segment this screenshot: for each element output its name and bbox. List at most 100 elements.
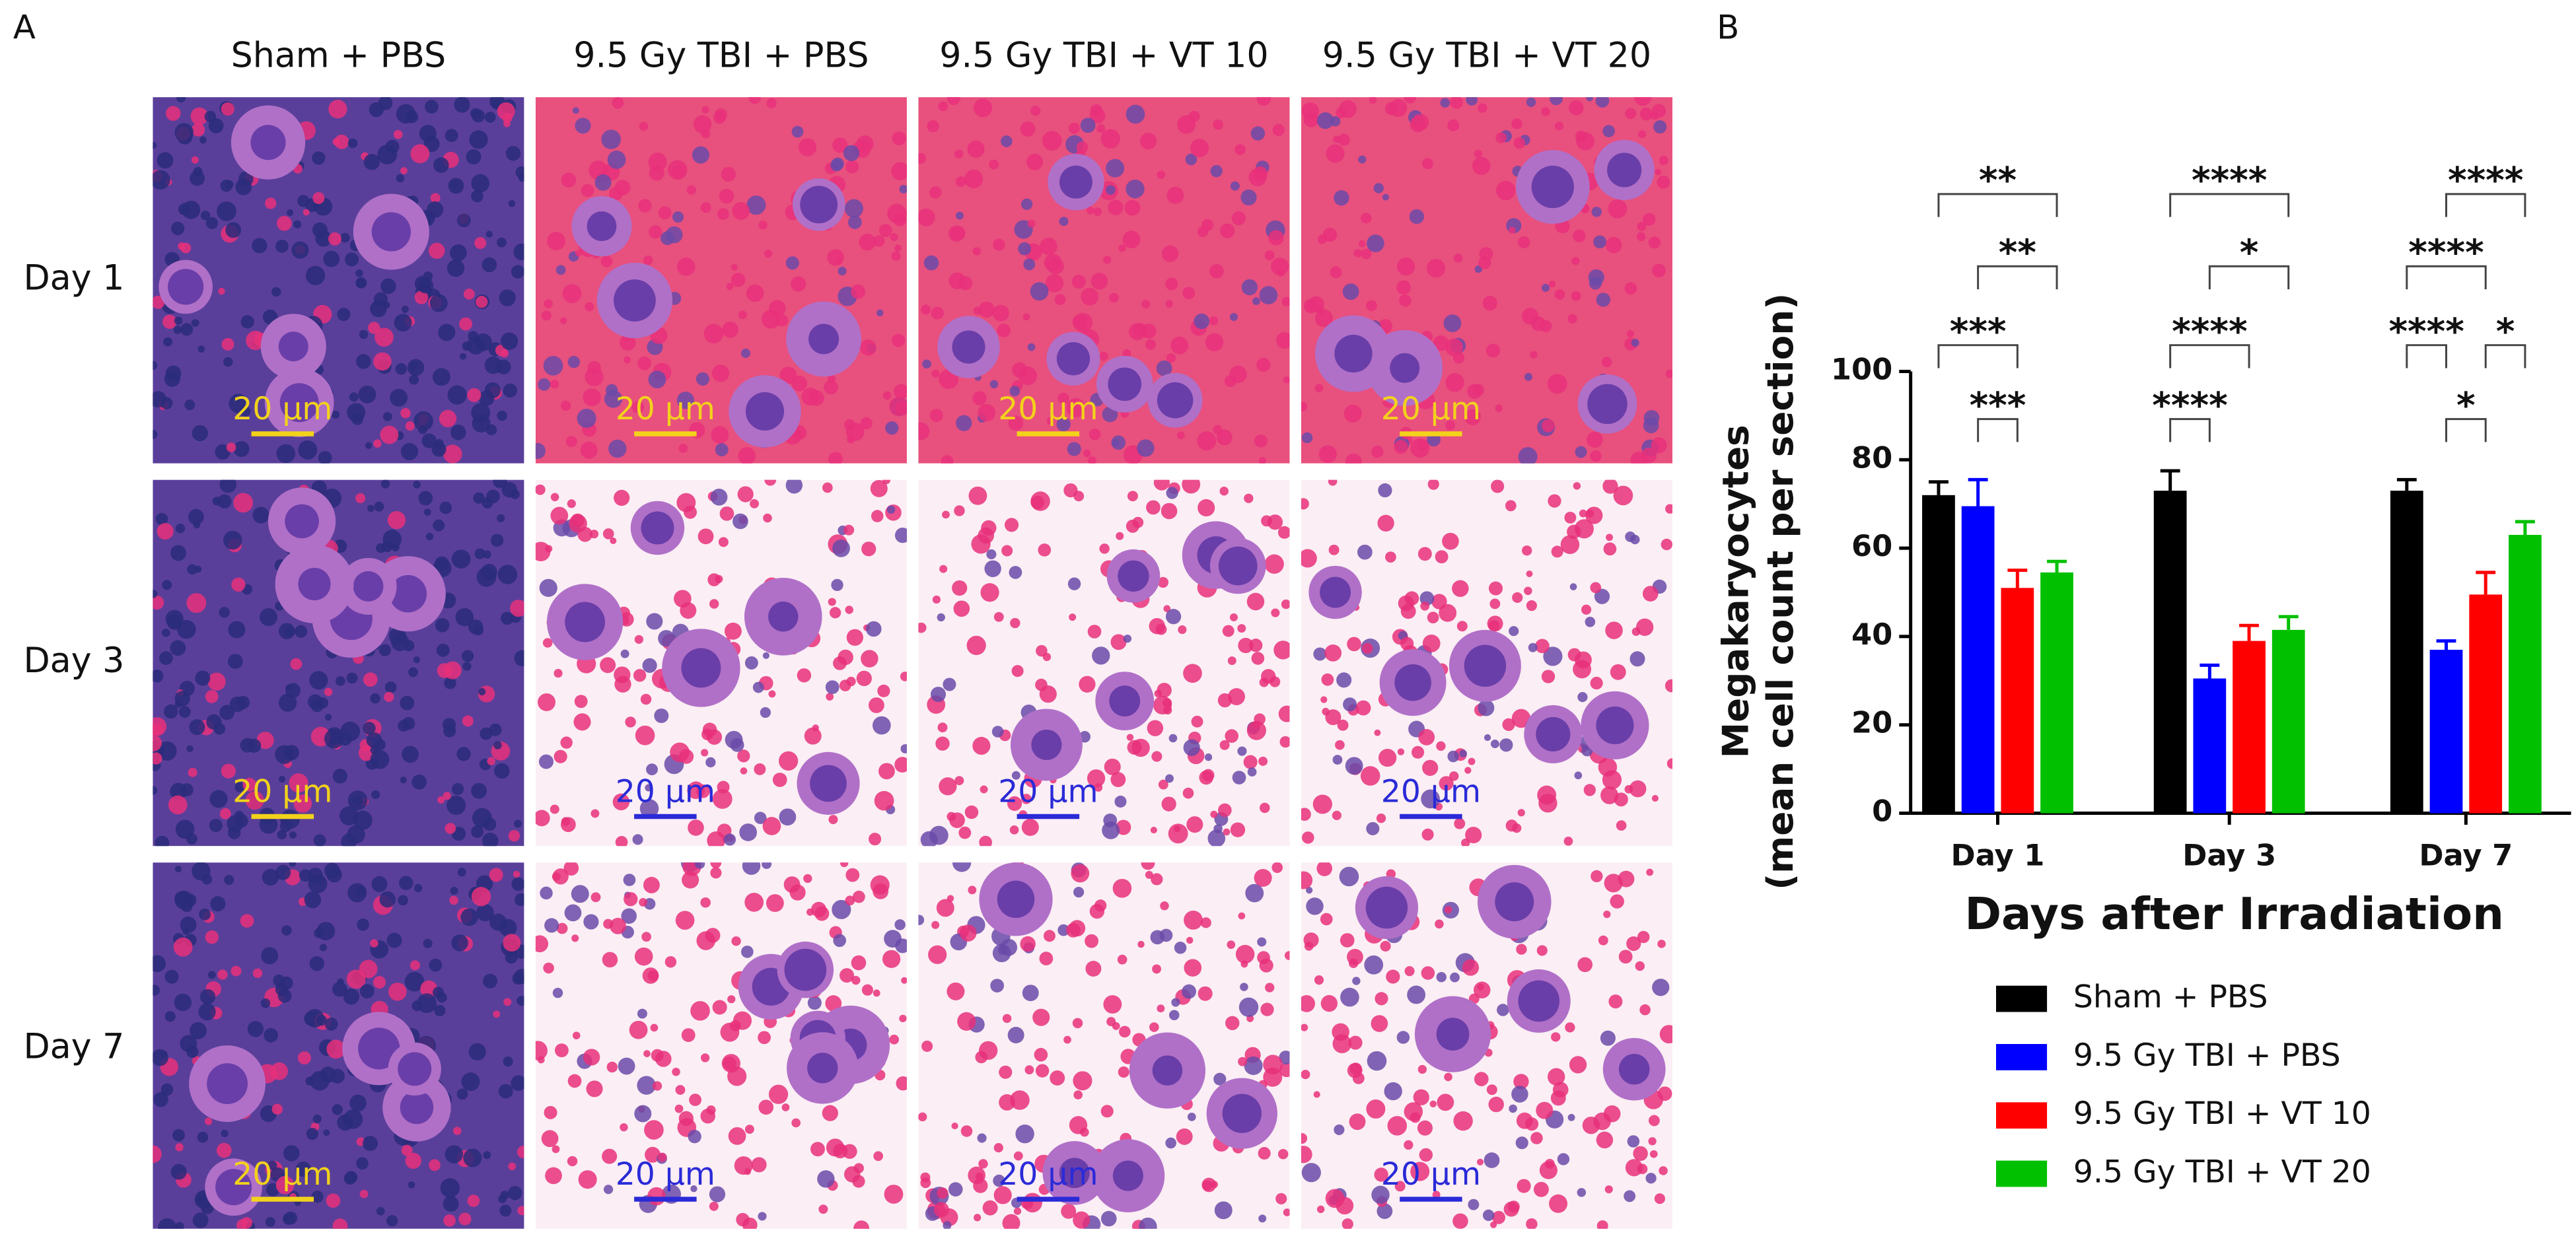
cell [388, 627, 407, 645]
cell [1524, 586, 1532, 596]
cell [1478, 256, 1491, 269]
cell [978, 1159, 988, 1169]
cell [400, 695, 415, 711]
cell [478, 687, 486, 696]
cell [1601, 357, 1612, 368]
cell [1361, 248, 1372, 260]
cell [501, 611, 514, 625]
cell [1205, 333, 1224, 352]
cell [1271, 258, 1289, 276]
cell [1056, 417, 1071, 432]
cell [1116, 532, 1124, 540]
cell [400, 777, 407, 784]
cell [1304, 942, 1314, 951]
cell [499, 1204, 512, 1217]
cell [1426, 259, 1446, 278]
cell [175, 524, 186, 534]
cell [1367, 1051, 1387, 1071]
cell [1073, 1211, 1091, 1229]
cell [947, 97, 960, 105]
cell [1087, 456, 1097, 464]
error-bar [2278, 615, 2299, 630]
cell [1013, 1207, 1022, 1215]
cell [400, 407, 411, 419]
cell [1574, 771, 1583, 780]
cell [1610, 664, 1626, 680]
cell [695, 862, 705, 869]
row-label: Day 1 [23, 258, 124, 298]
cell [1301, 871, 1313, 889]
cell [968, 886, 977, 895]
cell [332, 1218, 348, 1229]
cell [293, 794, 312, 813]
cell [739, 823, 758, 841]
cell [218, 287, 225, 295]
cell [600, 657, 616, 674]
cell [1237, 746, 1247, 756]
cell [508, 830, 520, 842]
cell [1026, 153, 1043, 170]
cell [1352, 977, 1361, 985]
cell [1145, 339, 1156, 350]
cell [563, 862, 579, 876]
nucleus [398, 1052, 432, 1086]
cell [1182, 787, 1194, 799]
cell [978, 301, 995, 318]
cell [544, 1105, 557, 1119]
cell [1378, 748, 1397, 767]
cell [1316, 1205, 1325, 1214]
cell [359, 984, 375, 999]
cell [731, 273, 746, 287]
legend-label: Sham + PBS [2073, 979, 2268, 1016]
cell [1004, 518, 1019, 532]
cell [1397, 748, 1405, 755]
cell [845, 160, 859, 174]
cell [869, 833, 882, 846]
cell [1002, 1014, 1012, 1024]
cell [511, 877, 524, 891]
cell [565, 436, 577, 448]
cell [343, 1172, 357, 1185]
cell [810, 1142, 825, 1157]
cell [975, 1172, 984, 1181]
cell [1573, 482, 1581, 490]
cell [552, 987, 563, 998]
cell [1492, 1210, 1506, 1224]
cell [462, 662, 472, 671]
bar [1922, 495, 1955, 814]
scale-bar-label: 20 µm [616, 391, 715, 427]
cell [225, 222, 242, 238]
cell [1183, 739, 1200, 756]
cell [1009, 825, 1019, 835]
cell [191, 156, 199, 164]
cell [1106, 158, 1125, 178]
cell [1276, 332, 1290, 349]
cell [1042, 131, 1062, 151]
cell [1157, 170, 1166, 179]
cell [1484, 1152, 1500, 1168]
cell [359, 330, 369, 339]
cell [1013, 1151, 1023, 1161]
error-bar [2476, 571, 2496, 595]
error-bar [1929, 480, 1949, 495]
cell [578, 1170, 597, 1189]
cell [840, 862, 849, 868]
cell [1301, 1070, 1310, 1080]
cell [349, 392, 359, 402]
cell [1603, 542, 1617, 556]
cell [451, 549, 471, 569]
cell [228, 621, 246, 639]
cell [1496, 180, 1516, 201]
cell [1114, 795, 1127, 808]
cell [949, 812, 965, 828]
nucleus [768, 602, 799, 632]
cell [581, 184, 594, 197]
micrograph [535, 479, 907, 847]
cell [174, 993, 192, 1012]
cell [1020, 198, 1033, 210]
error-bar [2047, 559, 2067, 573]
nucleus [1394, 664, 1431, 701]
cell [1314, 975, 1324, 985]
cell [1324, 644, 1342, 662]
cell [590, 809, 600, 818]
